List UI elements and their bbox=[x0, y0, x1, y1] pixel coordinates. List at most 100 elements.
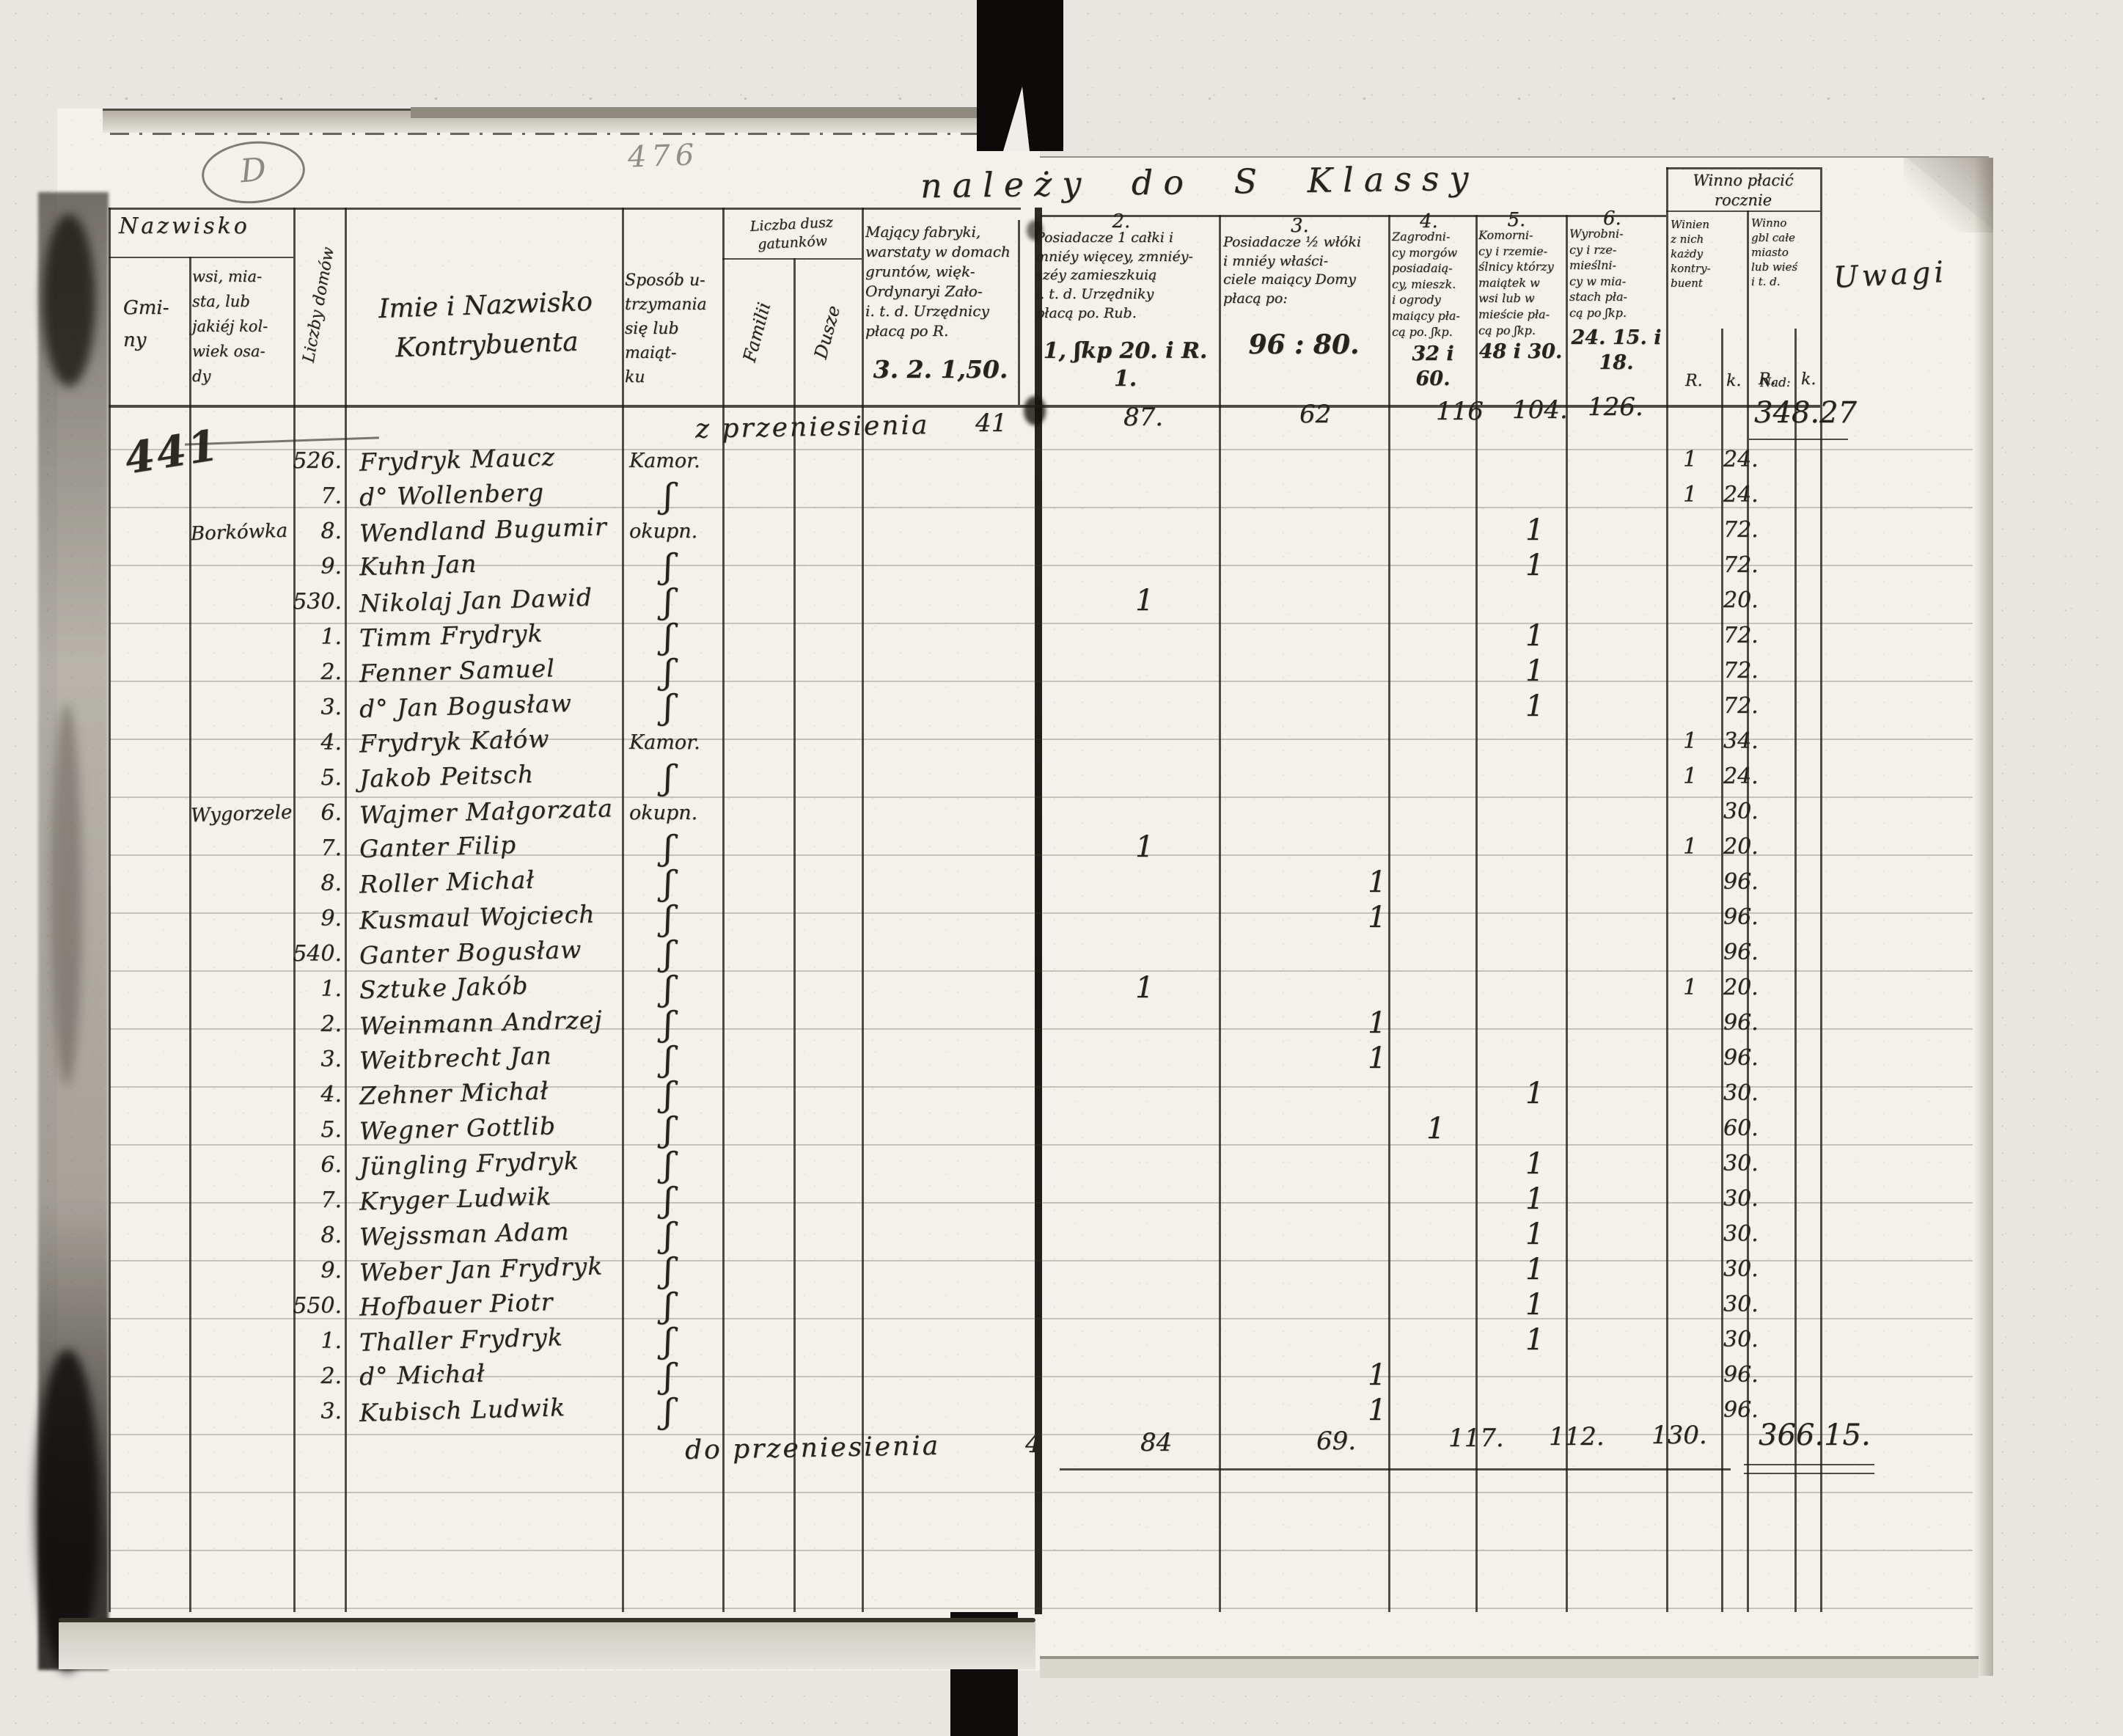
grid-line bbox=[1388, 215, 1390, 1612]
rate-column-text: Wyrobni- cy i rze- mieślni- cy w mia- st… bbox=[1569, 227, 1627, 320]
tally-mark: 1 bbox=[1368, 901, 1387, 934]
rubles-value: 1 bbox=[1683, 975, 1698, 1000]
contributor-name: Sztuke Jakób bbox=[359, 970, 529, 1005]
summary-top-col3: 62 bbox=[1299, 400, 1332, 429]
summary-top-nad: Nad: bbox=[1760, 376, 1791, 390]
column-header-nazwisko: Nazwisko bbox=[119, 213, 250, 239]
occupation-mark: ʃ bbox=[664, 758, 673, 797]
book-edge-blob bbox=[51, 704, 82, 1085]
house-number: 3. bbox=[320, 1047, 342, 1072]
contributor-name: Kuhn Jan bbox=[359, 549, 477, 582]
ruled-line bbox=[110, 1376, 1973, 1377]
occupation-mark: ʃ bbox=[664, 1215, 673, 1255]
class-title-script: należy do S Klassy bbox=[920, 158, 1479, 206]
rate-column-number: 4. bbox=[1420, 210, 1438, 232]
tally-mark: 1 bbox=[1525, 689, 1544, 723]
occupation-mark: ʃ bbox=[664, 476, 673, 516]
summary-top-label: z przeniesienia bbox=[694, 410, 930, 444]
rate-column-number: 6. bbox=[1603, 208, 1621, 230]
kopecks-value: 30. bbox=[1723, 1292, 1759, 1317]
tally-mark: 1 bbox=[1525, 1288, 1544, 1322]
column-header-wsi: wsi, mia- sta, lub jakiéj kol- wiek osa-… bbox=[192, 268, 268, 385]
rate-column-rate: 48 i 30. bbox=[1478, 340, 1563, 363]
ink-blob bbox=[1024, 396, 1046, 425]
ruled-line bbox=[110, 623, 1973, 624]
kopecks-value: 34. bbox=[1723, 728, 1759, 754]
rubles-value: 1 bbox=[1683, 482, 1698, 508]
house-number: 530. bbox=[293, 589, 342, 615]
house-number: 1. bbox=[320, 976, 342, 1002]
occupation-mark: ʃ bbox=[664, 687, 673, 727]
unit-label-rs1: R. bbox=[1685, 372, 1703, 390]
rate-column-text: Zagrodni- cy morgów posiadaią- cy, miesz… bbox=[1392, 230, 1460, 339]
house-number: 1. bbox=[320, 1328, 342, 1354]
grid-line bbox=[109, 208, 1021, 210]
unit-label-k1: k. bbox=[1726, 372, 1742, 390]
grid-line bbox=[793, 258, 796, 1612]
column-header-sposob: Sposób u- trzymania się lub maiąt- ku bbox=[625, 271, 707, 387]
grid-line bbox=[1475, 215, 1478, 1612]
summary-bottom-total: 366.15. bbox=[1759, 1418, 1871, 1452]
ruled-line bbox=[110, 1260, 1973, 1261]
ruled-line bbox=[110, 739, 1973, 740]
house-number: 5. bbox=[320, 765, 342, 791]
left-page-bottom-band bbox=[59, 1622, 1035, 1669]
tally-mark: 1 bbox=[1525, 1182, 1544, 1216]
occupation-mark: okupn. bbox=[629, 802, 698, 824]
house-number: 540. bbox=[293, 941, 342, 967]
ruled-line bbox=[110, 1318, 1973, 1319]
rate-column-number: 2. bbox=[1112, 210, 1131, 232]
kopecks-value: 30. bbox=[1723, 1327, 1759, 1352]
dash-rule bbox=[110, 133, 1035, 135]
grid-line bbox=[1666, 167, 1820, 169]
grid-line bbox=[189, 257, 191, 1612]
kopecks-value: 96. bbox=[1723, 1045, 1759, 1071]
house-number: 550. bbox=[293, 1293, 342, 1319]
kopecks-value: 24. bbox=[1723, 482, 1759, 508]
ruled-line bbox=[110, 796, 1973, 798]
binding-bar-top-notch bbox=[1003, 87, 1030, 151]
kopecks-value: 24. bbox=[1723, 447, 1759, 472]
subcolumn-cale-miasto: Winno gbl całe miasto lub wieś i t. d. bbox=[1751, 216, 1798, 288]
ruled-line bbox=[110, 1028, 1973, 1030]
contributor-name: Frydryk Maucz bbox=[359, 442, 556, 477]
tally-mark: 1 bbox=[1525, 1147, 1544, 1181]
unit-label-rs2: R. bbox=[1759, 370, 1776, 389]
grid-line bbox=[1820, 167, 1822, 1612]
occupation-mark: ʃ bbox=[664, 617, 673, 656]
ruled-line bbox=[110, 1202, 1973, 1204]
tally-mark: 1 bbox=[1525, 1077, 1544, 1110]
kopecks-value: 96. bbox=[1723, 869, 1759, 895]
kopecks-value: 96. bbox=[1723, 1010, 1759, 1036]
grid-line bbox=[1219, 215, 1221, 1612]
faint-page-number: 476 bbox=[627, 138, 700, 175]
kopecks-value: 72. bbox=[1723, 658, 1759, 684]
house-number: 1. bbox=[320, 624, 342, 650]
summary-bottom-col3: 69. bbox=[1316, 1426, 1357, 1456]
rate-column-rate: 24. 15. i 18. bbox=[1571, 326, 1662, 374]
occupation-mark: ʃ bbox=[664, 1145, 673, 1184]
grid-line bbox=[722, 208, 725, 1612]
kopecks-value: 72. bbox=[1723, 552, 1759, 578]
tally-mark: 1 bbox=[1525, 549, 1544, 582]
tally-mark: 1 bbox=[1525, 1253, 1544, 1286]
kopecks-value: 30. bbox=[1723, 1221, 1759, 1247]
contributor-name: Kryger Ludwik bbox=[359, 1182, 552, 1216]
contributor-name: d° Jan Bogusław bbox=[359, 688, 573, 724]
occupation-mark: ʃ bbox=[664, 546, 673, 586]
occupation-mark: ʃ bbox=[664, 1039, 673, 1079]
tally-mark: 1 bbox=[1525, 513, 1544, 547]
tally-mark: 1 bbox=[1135, 971, 1154, 1005]
kopecks-value: 96. bbox=[1723, 940, 1759, 965]
ruled-line bbox=[110, 1550, 1973, 1551]
kopecks-value: 30. bbox=[1723, 1256, 1759, 1282]
kopecks-value: 96. bbox=[1723, 904, 1759, 930]
tally-mark: 1 bbox=[1135, 584, 1154, 618]
house-number: 6. bbox=[320, 800, 342, 826]
summary-bottom-col4: 117. bbox=[1448, 1424, 1504, 1453]
house-number: 7. bbox=[320, 1187, 342, 1213]
rate-column-rate: 32 i 60. bbox=[1412, 343, 1454, 390]
kopecks-value: 20. bbox=[1723, 834, 1759, 860]
kopecks-value: 30. bbox=[1723, 799, 1759, 824]
contributor-name: d° Michał bbox=[359, 1358, 486, 1391]
